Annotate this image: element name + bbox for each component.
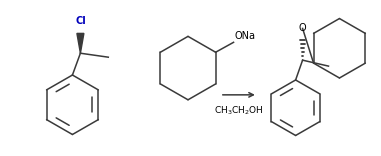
Polygon shape [77, 33, 84, 53]
Text: O: O [299, 23, 306, 33]
Text: ONa: ONa [235, 31, 256, 41]
Text: Cl: Cl [75, 17, 86, 27]
Text: CH$_3$CH$_2$OH: CH$_3$CH$_2$OH [214, 105, 264, 117]
